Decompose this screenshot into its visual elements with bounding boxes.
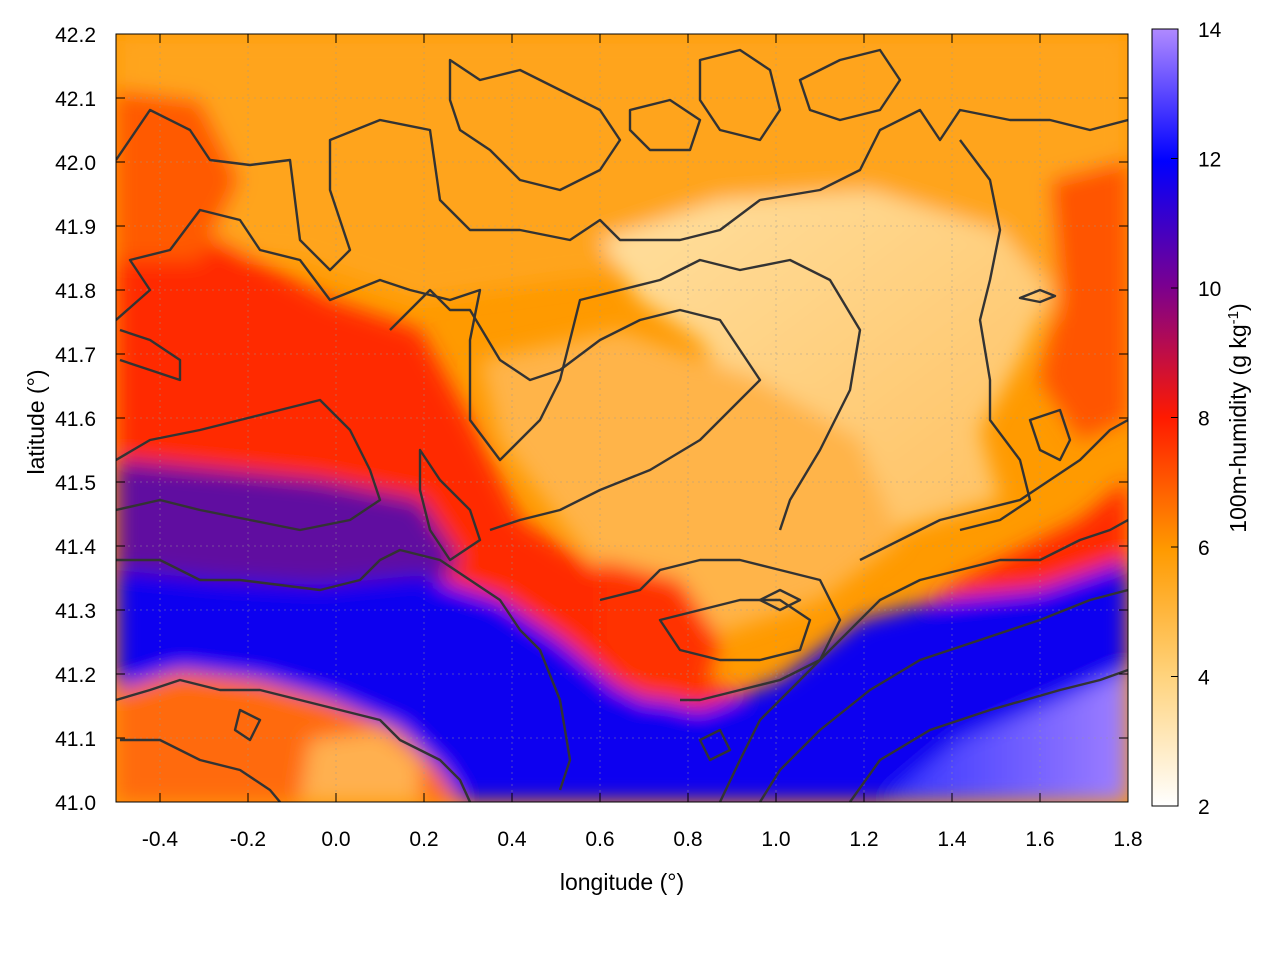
y-tick-label: 41.4 <box>55 536 96 559</box>
region-south-east-sea <box>880 670 1128 802</box>
x-tick-label: 1.0 <box>761 828 790 851</box>
y-tick-label: 41.6 <box>55 408 96 431</box>
contour-line <box>120 738 281 802</box>
contour-line <box>448 58 622 192</box>
x-tick-label: 0.4 <box>497 828 527 851</box>
contour-line <box>698 48 782 142</box>
contour-line <box>599 558 842 702</box>
contour-line <box>116 208 862 531</box>
contour-line <box>718 518 1128 802</box>
contour-line <box>389 288 762 532</box>
x-tick-label: 1.4 <box>937 828 967 851</box>
colorbar-tick-label: 12 <box>1198 149 1221 172</box>
y-tick-label: 42.0 <box>55 152 96 175</box>
y-tick-label: 41.1 <box>55 728 96 751</box>
colorbar-tick-label: 8 <box>1198 408 1210 431</box>
contour-line <box>849 668 1128 802</box>
colorbar-tick-label: 14 <box>1198 19 1222 42</box>
contour-line <box>418 448 482 562</box>
colorbar-ticks: 2 4 6 8 10 12 14 <box>1171 19 1222 819</box>
contour-line <box>116 678 472 802</box>
contour-line <box>116 398 382 532</box>
x-tick-label: 0.8 <box>673 828 702 851</box>
contour-line <box>798 48 902 122</box>
y-tick-label: 41.0 <box>55 792 96 815</box>
x-tick-label: 1.6 <box>1025 828 1054 851</box>
colorbar-tick-label: 4 <box>1198 667 1210 690</box>
x-axis-label: longitude (°) <box>560 869 684 895</box>
contour-line <box>116 548 572 791</box>
x-tick-label: 1.8 <box>1113 828 1142 851</box>
colorbar-tick-label: 2 <box>1198 796 1210 819</box>
x-tick-label: 0.2 <box>409 828 438 851</box>
region-coast-red-patch <box>600 560 720 700</box>
contour-line <box>1018 288 1057 304</box>
colorbar-label-text: 100m-humidity (g kg <box>1225 324 1251 532</box>
y-tick-label: 41.9 <box>55 216 96 239</box>
y-axis: 41.0 41.1 41.2 41.3 41.4 41.5 41.6 41.7 41.8 41.9… <box>55 24 1128 815</box>
colorbar-label: 100m-humidity (g kg-1) <box>1225 303 1251 532</box>
colorbar-tick-label: 10 <box>1198 278 1221 301</box>
y-tick-label: 41.8 <box>55 280 96 303</box>
region-east-edge <box>1040 160 1128 440</box>
x-tick-label: 0.6 <box>585 828 614 851</box>
colorbar-label-superscript: -1 <box>1225 311 1242 324</box>
contour-line <box>698 728 732 762</box>
y-tick-label: 41.7 <box>55 344 96 367</box>
region-south-west-pale-spot <box>300 730 420 802</box>
contour-line <box>116 108 1128 272</box>
x-tick-label: 1.2 <box>849 828 878 851</box>
y-tick-label: 41.5 <box>55 472 96 495</box>
contour-lines <box>116 48 1128 802</box>
region-north-east-highlands <box>600 190 1050 530</box>
contour-line <box>758 588 802 612</box>
contour-line <box>959 139 1032 532</box>
colorbar-label-end: ) <box>1225 303 1251 311</box>
x-axis: -0.4 -0.2 0.0 0.2 0.4 0.6 0.8 1.0 1.2 1.4 1.6 1.8 <box>142 34 1143 851</box>
colorbar: 2 4 6 8 10 12 14 100m-humidity (g kg-1) <box>1151 19 1251 819</box>
y-tick-label: 41.3 <box>55 600 96 623</box>
y-tick-label: 42.1 <box>55 88 96 111</box>
region-north-top-red <box>116 90 240 260</box>
y-axis-label: latitude (°) <box>23 369 49 474</box>
contour-line <box>628 98 702 152</box>
contour-line <box>1028 408 1072 462</box>
region-west-valley <box>116 240 1128 760</box>
contour-line <box>859 418 1128 562</box>
y-tick-label: 42.2 <box>55 24 96 47</box>
x-tick-label: -0.4 <box>142 828 179 851</box>
y-tick-label: 41.2 <box>55 664 96 687</box>
contour-line <box>758 588 1128 802</box>
contour-line <box>119 328 182 382</box>
x-tick-label: 0.0 <box>321 828 350 851</box>
grid <box>116 33 1129 803</box>
x-tick-label: -0.2 <box>230 828 266 851</box>
region-central-plain <box>480 330 900 640</box>
contour-line <box>658 598 812 662</box>
colorbar-tick-label: 6 <box>1198 537 1210 560</box>
contour-line <box>233 708 262 742</box>
